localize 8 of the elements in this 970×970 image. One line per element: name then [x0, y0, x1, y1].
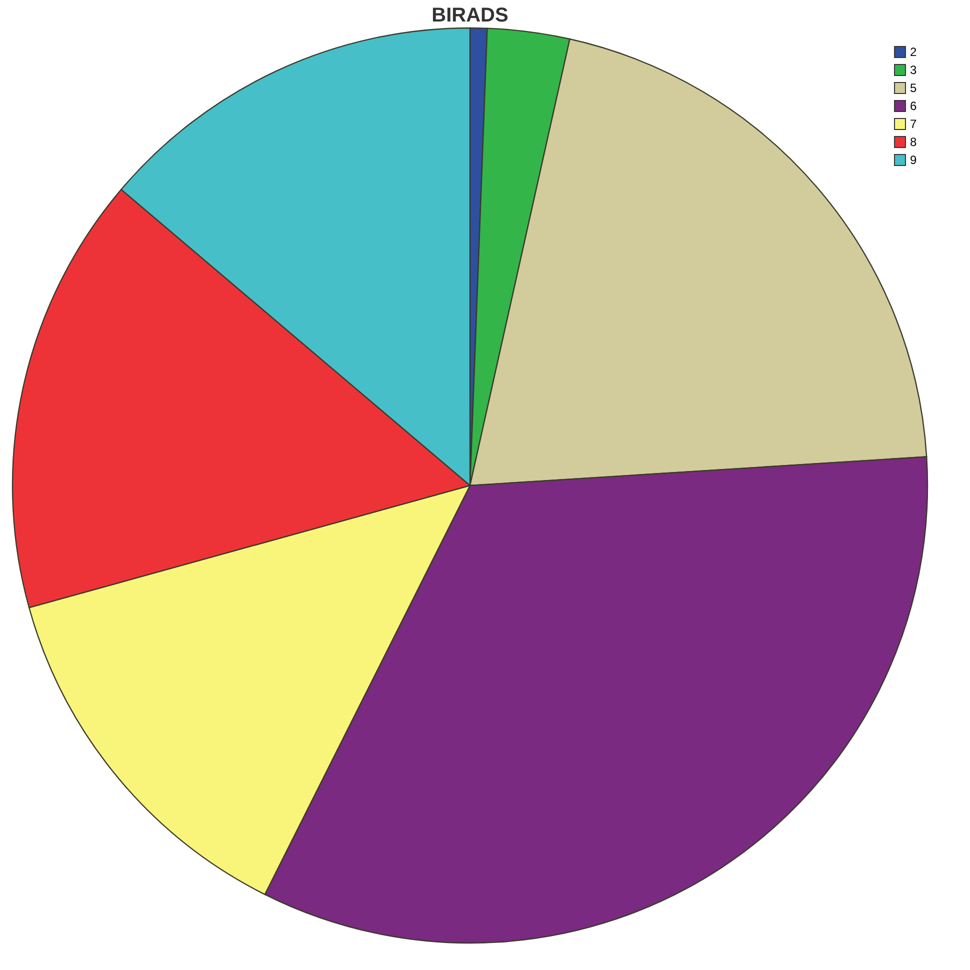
legend-label: 6: [910, 99, 917, 113]
chart-title: BIRADS: [432, 4, 508, 27]
legend-label: 2: [910, 45, 917, 59]
legend-label: 8: [910, 135, 917, 149]
legend-label: 3: [910, 63, 917, 77]
legend-label: 9: [910, 153, 917, 167]
legend-label: 5: [910, 81, 917, 95]
legend-label: 7: [910, 117, 917, 131]
